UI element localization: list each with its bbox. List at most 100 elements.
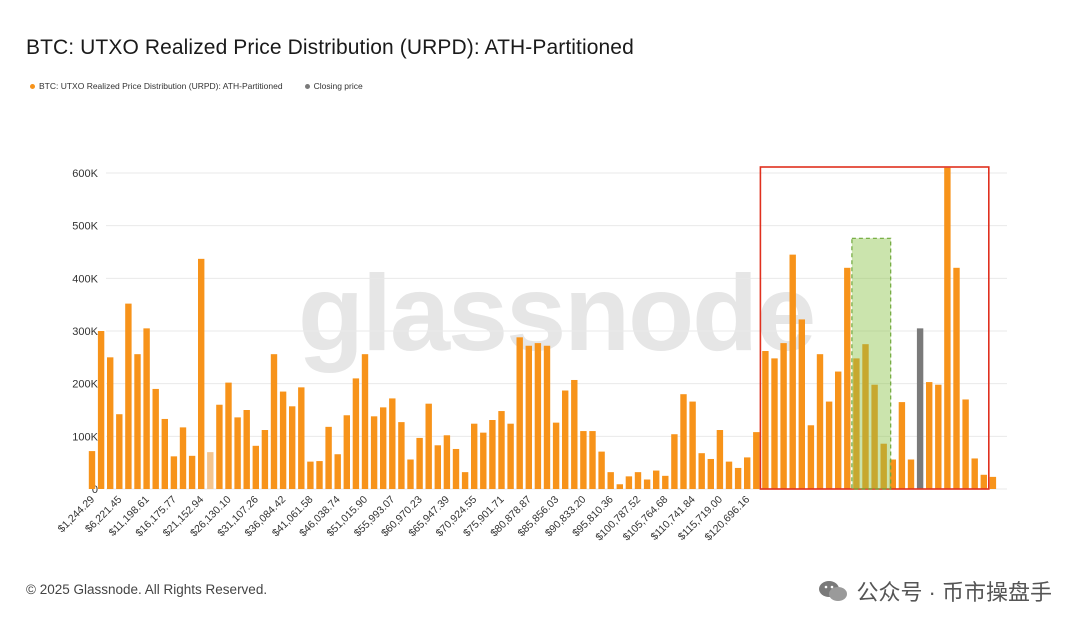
urpd-bar bbox=[434, 445, 441, 489]
annotation-boxes bbox=[759, 166, 990, 490]
urpd-bar bbox=[498, 411, 505, 489]
urpd-bar bbox=[716, 430, 724, 489]
urpd-bar bbox=[161, 418, 168, 489]
urpd-bar bbox=[316, 461, 323, 489]
urpd-bar bbox=[889, 459, 896, 489]
urpd-bar bbox=[507, 423, 514, 489]
legend-dot-closing-price bbox=[304, 83, 310, 89]
urpd-bar bbox=[261, 430, 269, 489]
urpd-bar bbox=[862, 344, 869, 489]
urpd-bar bbox=[616, 484, 623, 489]
urpd-bar bbox=[416, 437, 423, 489]
urpd-bar bbox=[225, 382, 232, 489]
urpd-bar bbox=[798, 319, 805, 489]
glassnode-background-logo: glassnode bbox=[298, 252, 814, 373]
highlight-box bbox=[759, 166, 990, 490]
urpd-bar bbox=[307, 461, 314, 489]
green-zone-box bbox=[851, 237, 892, 490]
urpd-bar bbox=[188, 455, 196, 489]
urpd-bar bbox=[607, 472, 614, 489]
urpd-bar bbox=[325, 426, 332, 489]
urpd-bar bbox=[844, 267, 851, 489]
copyright-footer: © 2025 Glassnode. All Rights Reserved. bbox=[26, 582, 268, 597]
urpd-bar bbox=[734, 467, 742, 489]
urpd-bar bbox=[953, 267, 960, 489]
urpd-bar bbox=[880, 443, 887, 489]
urpd-bar bbox=[207, 452, 214, 489]
wechat-icon bbox=[819, 581, 848, 601]
urpd-bar bbox=[370, 416, 378, 489]
y-tick-label: 200K bbox=[72, 379, 98, 391]
urpd-bar bbox=[461, 472, 469, 489]
urpd-bar bbox=[380, 407, 387, 489]
urpd-bar bbox=[789, 254, 796, 489]
urpd-bar bbox=[398, 422, 405, 489]
closing-price-bar bbox=[916, 328, 924, 489]
urpd-bar bbox=[653, 470, 660, 489]
urpd-bar bbox=[534, 343, 542, 489]
wechat-watermark: 公众号 · 币市操盘手 bbox=[818, 575, 1052, 607]
urpd-bar bbox=[562, 390, 569, 489]
urpd-bar bbox=[152, 388, 159, 489]
urpd-bar bbox=[252, 445, 259, 489]
urpd-bar bbox=[170, 456, 178, 489]
urpd-bar bbox=[598, 451, 605, 489]
urpd-bar bbox=[725, 461, 733, 489]
urpd-bar bbox=[871, 384, 878, 489]
urpd-bar bbox=[744, 457, 751, 489]
urpd-bar bbox=[279, 391, 287, 489]
urpd-bar bbox=[289, 406, 296, 489]
urpd-bar bbox=[361, 354, 369, 489]
urpd-bar bbox=[125, 303, 132, 489]
urpd-bar bbox=[489, 420, 496, 489]
urpd-bar bbox=[853, 358, 860, 489]
urpd-bar bbox=[480, 432, 487, 489]
urpd-bar bbox=[625, 476, 633, 489]
urpd-bar bbox=[134, 354, 141, 489]
y-tick-label: 600K bbox=[72, 168, 98, 180]
urpd-bar bbox=[107, 357, 114, 489]
urpd-bar bbox=[680, 394, 687, 489]
legend-label-urpd: BTC: UTXO Realized Price Distribution (U… bbox=[39, 81, 283, 91]
urpd-bar bbox=[198, 258, 205, 489]
urpd-bar bbox=[816, 354, 824, 489]
urpd-bar bbox=[143, 328, 150, 489]
urpd-bar bbox=[243, 410, 250, 489]
urpd-bar bbox=[807, 425, 815, 489]
urpd-bar bbox=[407, 459, 414, 489]
urpd-bar bbox=[971, 458, 978, 489]
urpd-bar bbox=[88, 451, 96, 489]
urpd-bar bbox=[298, 387, 305, 489]
urpd-bar bbox=[825, 401, 833, 489]
urpd-bar bbox=[935, 384, 942, 489]
urpd-bar bbox=[944, 167, 951, 489]
urpd-bar bbox=[771, 358, 778, 489]
urpd-bar bbox=[643, 479, 651, 489]
legend: BTC: UTXO Realized Price Distribution (U… bbox=[30, 81, 363, 91]
y-tick-label: 500K bbox=[72, 221, 98, 233]
urpd-bar bbox=[634, 472, 642, 489]
y-axis-ticks: 0 100K 200K 300K 400K 500K 600K bbox=[72, 168, 98, 496]
urpd-bar bbox=[926, 382, 933, 489]
urpd-bar bbox=[753, 432, 760, 489]
urpd-bar bbox=[343, 415, 350, 489]
urpd-bar bbox=[443, 435, 451, 489]
urpd-bar bbox=[471, 423, 478, 489]
urpd-bar bbox=[97, 331, 105, 489]
chart-title: BTC: UTXO Realized Price Distribution (U… bbox=[26, 36, 634, 59]
urpd-bar bbox=[352, 378, 360, 489]
urpd-bar bbox=[543, 345, 551, 489]
urpd-bar bbox=[516, 337, 523, 489]
watermark-text: 公众号 · 币市操盘手 bbox=[856, 580, 1052, 605]
urpd-bar bbox=[425, 403, 432, 489]
urpd-bar bbox=[671, 434, 678, 489]
legend-item-urpd[interactable]: BTC: UTXO Realized Price Distribution (U… bbox=[30, 81, 283, 91]
legend-item-closing-price[interactable]: Closing price bbox=[304, 81, 363, 91]
urpd-bar bbox=[580, 431, 587, 489]
legend-label-closing-price: Closing price bbox=[313, 81, 363, 91]
urpd-bar bbox=[762, 351, 769, 489]
urpd-bar bbox=[835, 371, 842, 489]
urpd-bar bbox=[707, 458, 714, 489]
urpd-bar bbox=[689, 401, 696, 489]
urpd-bar bbox=[116, 414, 123, 489]
